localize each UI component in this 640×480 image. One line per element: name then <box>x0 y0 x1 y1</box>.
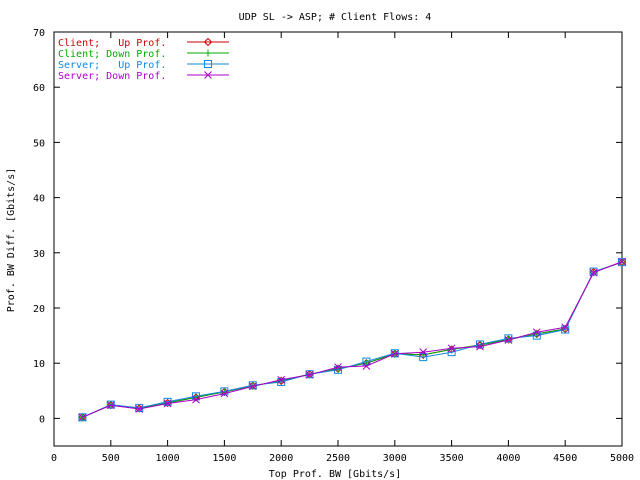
y-tick-label: 70 <box>33 28 45 39</box>
y-axis: 0 10 20 30 40 50 60 70 <box>33 28 622 425</box>
legend-item: Client; Down Prof. <box>58 49 229 60</box>
x-tick-label: 1500 <box>212 453 236 464</box>
x-tick-label: 4500 <box>553 453 577 464</box>
y-tick-label: 40 <box>33 194 45 205</box>
data-point-x <box>447 344 456 353</box>
data-point-x <box>277 375 286 384</box>
x-tick-label: 2500 <box>326 453 350 464</box>
series-line <box>82 261 623 418</box>
data-point-x <box>305 370 314 379</box>
x-tick-label: 1000 <box>156 453 180 464</box>
x-tick-label: 2000 <box>269 453 293 464</box>
series-layer <box>78 257 627 422</box>
data-point-x <box>589 268 598 277</box>
chart-title: UDP SL -> ASP; # Client Flows: 4 <box>239 12 432 23</box>
series-line <box>82 261 623 418</box>
legend-item: Server; Down Prof. <box>58 71 229 82</box>
data-point-x <box>248 382 257 391</box>
legend-label: Server; Down Prof. <box>58 71 166 82</box>
data-point-x <box>532 328 541 337</box>
data-point-square <box>419 353 428 362</box>
x-tick-label: 0 <box>51 453 57 464</box>
data-point-x <box>390 349 399 358</box>
x-tick-label: 5000 <box>610 453 634 464</box>
legend-label: Client; Down Prof. <box>58 49 166 60</box>
y-axis-label: Prof. BW Diff. [Gbits/s] <box>6 168 17 313</box>
data-point-square <box>362 357 371 366</box>
series-line <box>82 261 623 418</box>
data-point-square <box>163 397 172 406</box>
data-point-x <box>618 257 626 266</box>
y-tick-label: 10 <box>33 359 45 370</box>
data-point-square <box>204 60 212 68</box>
legend-item: Client; Up Prof. <box>58 37 229 49</box>
data-point-square <box>476 340 484 349</box>
data-point-square <box>106 400 115 409</box>
data-point-x <box>334 363 342 371</box>
x-tick-label: 3500 <box>440 453 464 464</box>
x-axis: 0 500 1000 1500 2000 2500 3000 3500 4000 4500 5000 <box>51 32 634 464</box>
plot-frame <box>53 31 623 447</box>
data-point-x <box>204 71 212 79</box>
x-axis-label: Top Prof. BW [Gbits/s] <box>269 469 401 480</box>
x-tick-label: 500 <box>102 453 120 464</box>
series-2 <box>78 258 626 421</box>
data-point-square <box>504 334 513 343</box>
y-tick-label: 0 <box>39 414 45 425</box>
data-point-square <box>334 365 342 374</box>
data-point-x <box>192 395 200 404</box>
data-point-x <box>561 323 570 332</box>
data-point-x <box>135 405 144 413</box>
data-point-square <box>78 413 87 422</box>
legend-label: Server; Up Prof. <box>58 60 166 71</box>
data-point-x <box>106 401 115 410</box>
legend-item: Server; Up Prof. <box>58 60 229 71</box>
series-3 <box>78 258 626 422</box>
data-point-square <box>561 325 570 334</box>
series-line <box>82 261 623 418</box>
x-tick-label: 3000 <box>383 453 407 464</box>
data-point-x <box>78 413 87 422</box>
series-4 <box>78 257 626 422</box>
data-point-x <box>504 336 513 344</box>
data-point-x <box>163 399 172 408</box>
data-point-diamond <box>203 37 213 47</box>
y-tick-label: 30 <box>33 249 45 260</box>
legend: Client; Up Prof.Client; Down Prof.Server… <box>58 37 229 82</box>
data-point-plus <box>204 49 212 57</box>
y-tick-label: 50 <box>33 138 45 149</box>
data-point-square <box>618 258 626 267</box>
data-point-x <box>220 389 229 398</box>
series-1 <box>78 257 627 422</box>
y-tick-label: 60 <box>33 83 45 94</box>
y-tick-label: 20 <box>33 304 45 315</box>
data-point-square <box>277 377 286 386</box>
x-tick-label: 4000 <box>496 453 520 464</box>
data-point-square <box>220 387 229 396</box>
data-point-x <box>362 362 371 370</box>
data-point-x <box>476 342 484 351</box>
data-point-x <box>419 348 428 357</box>
legend-label: Client; Up Prof. <box>58 38 166 49</box>
